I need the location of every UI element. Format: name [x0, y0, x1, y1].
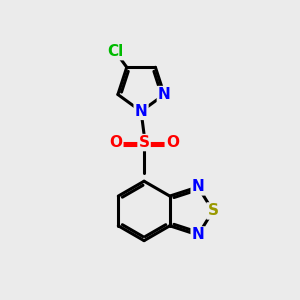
Text: O: O: [109, 135, 122, 150]
Text: N: N: [158, 87, 171, 102]
Text: N: N: [135, 104, 148, 119]
Text: S: S: [139, 135, 150, 150]
Text: N: N: [192, 227, 204, 242]
Text: O: O: [166, 135, 179, 150]
Text: S: S: [207, 203, 218, 218]
Text: N: N: [192, 179, 204, 194]
Text: Cl: Cl: [107, 44, 124, 59]
